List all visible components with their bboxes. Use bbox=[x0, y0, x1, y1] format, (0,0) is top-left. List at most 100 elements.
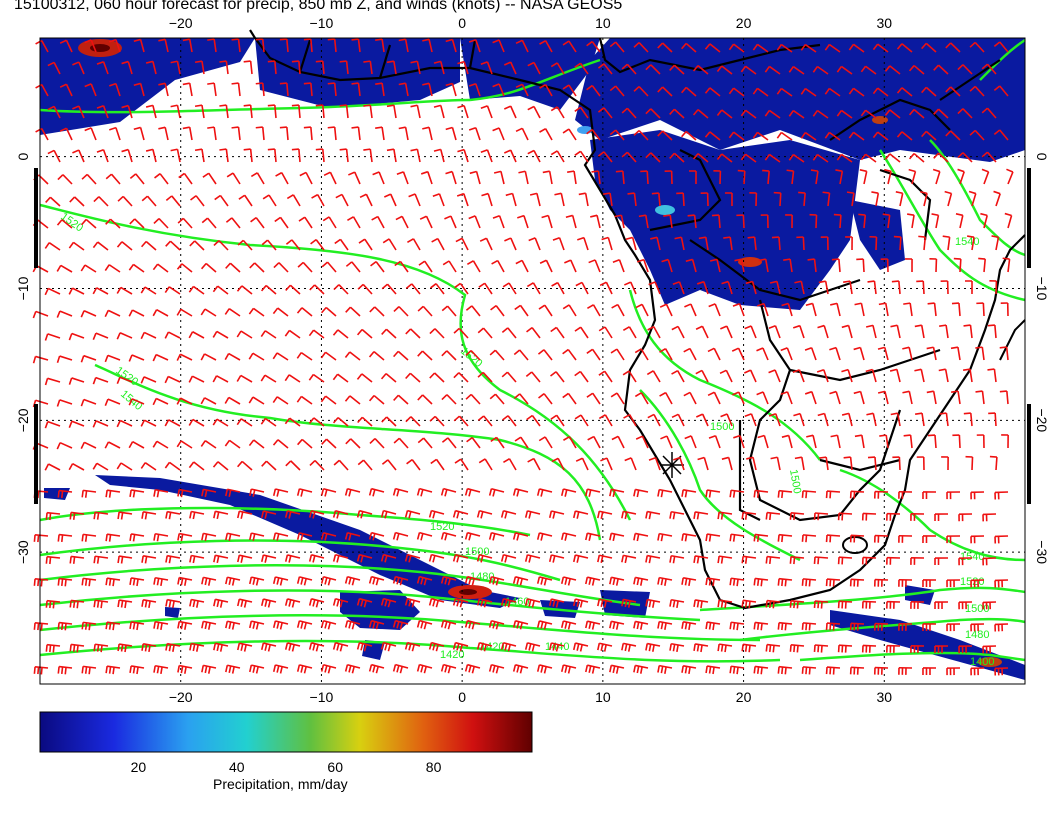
wind-barb bbox=[384, 193, 397, 207]
wind-barb bbox=[416, 663, 433, 674]
wind-barb bbox=[468, 215, 481, 229]
wind-barb bbox=[260, 510, 277, 519]
wind-barb bbox=[942, 235, 951, 251]
wind-barb bbox=[416, 619, 433, 630]
wind-barb bbox=[907, 213, 915, 229]
wind-barb bbox=[896, 43, 913, 53]
wind-barb bbox=[274, 216, 289, 229]
wind-barb bbox=[669, 152, 685, 163]
wind-barb bbox=[741, 511, 757, 520]
wind-barb bbox=[489, 393, 505, 405]
wind-barb bbox=[693, 599, 709, 609]
wind-barb bbox=[893, 235, 902, 251]
wind-barb bbox=[713, 169, 722, 185]
wind-barb bbox=[129, 621, 145, 631]
wind-barb bbox=[105, 665, 121, 675]
wind-barb bbox=[598, 326, 613, 339]
wind-barb bbox=[574, 62, 589, 75]
wind-barb bbox=[68, 332, 85, 341]
wind-barb bbox=[207, 82, 217, 97]
wind-barb bbox=[489, 349, 505, 361]
wind-barb bbox=[621, 107, 637, 119]
wind-barb bbox=[45, 196, 61, 207]
wind-barb bbox=[993, 85, 1009, 97]
wind-barb bbox=[332, 329, 349, 339]
wind-barb bbox=[829, 390, 841, 405]
wind-barb bbox=[466, 260, 481, 273]
wind-barb bbox=[327, 126, 337, 141]
wind-barb bbox=[621, 642, 637, 652]
wind-barb bbox=[705, 533, 721, 542]
wind-barb bbox=[916, 280, 925, 295]
wind-barb bbox=[165, 240, 181, 251]
wind-barb bbox=[321, 438, 337, 449]
wind-barb bbox=[260, 642, 277, 652]
wind-barb bbox=[550, 326, 565, 339]
wind-barb bbox=[273, 262, 289, 273]
wind-barb bbox=[645, 64, 661, 75]
wind-barb bbox=[963, 412, 973, 427]
wind-barb bbox=[109, 126, 121, 141]
wind-barb bbox=[812, 65, 829, 75]
wind-barb bbox=[56, 399, 73, 407]
wind-barb bbox=[237, 642, 253, 652]
wind-barb bbox=[121, 148, 133, 163]
wind-barb bbox=[600, 457, 613, 471]
wind-barb bbox=[910, 557, 925, 565]
wind-barb bbox=[539, 83, 553, 97]
wind-barb bbox=[524, 598, 541, 608]
wind-barb bbox=[133, 82, 145, 97]
wind-barb bbox=[777, 621, 793, 631]
wind-barb bbox=[721, 280, 733, 295]
wind-barb bbox=[454, 458, 469, 471]
wind-barb bbox=[129, 577, 145, 587]
wind-barb bbox=[35, 83, 49, 97]
wind-barb bbox=[752, 131, 769, 141]
wind-barb bbox=[45, 555, 61, 565]
wind-barb bbox=[753, 489, 769, 498]
wind-barb bbox=[170, 104, 181, 119]
wind-barb bbox=[129, 533, 145, 542]
wind-barb bbox=[825, 666, 841, 675]
wind-barb bbox=[921, 86, 937, 97]
wind-barb bbox=[634, 392, 649, 405]
wind-barb bbox=[527, 457, 541, 471]
wind-barb bbox=[536, 576, 553, 586]
wind-barb bbox=[563, 436, 577, 449]
wind-barb bbox=[958, 513, 973, 522]
wind-barb bbox=[224, 352, 241, 361]
wind-barb bbox=[785, 214, 793, 229]
wind-barb bbox=[989, 279, 998, 295]
wind-barb bbox=[869, 235, 878, 251]
wind-barb bbox=[743, 369, 757, 383]
wind-barb bbox=[320, 664, 337, 674]
wind-barb bbox=[717, 555, 733, 564]
wind-barb bbox=[321, 261, 337, 273]
wind-barb bbox=[80, 398, 97, 407]
wind-barb bbox=[356, 328, 373, 339]
wind-barb bbox=[837, 600, 853, 609]
wind-barb bbox=[81, 577, 97, 587]
wind-barb bbox=[867, 456, 877, 471]
wind-barb bbox=[272, 352, 289, 361]
wind-barb bbox=[351, 38, 361, 53]
wind-barb bbox=[272, 576, 289, 586]
wind-barb bbox=[729, 489, 745, 498]
wind-barb bbox=[238, 194, 253, 207]
wind-barb bbox=[44, 242, 61, 251]
wind-barb bbox=[356, 553, 373, 563]
wind-barb bbox=[830, 434, 841, 449]
wind-barb bbox=[188, 331, 205, 339]
wind-barb bbox=[657, 86, 673, 97]
wind-barb bbox=[657, 488, 673, 498]
wind-barb bbox=[69, 196, 85, 207]
wind-barb bbox=[236, 285, 253, 295]
wind-barb bbox=[695, 369, 709, 383]
wind-barb bbox=[527, 105, 541, 119]
wind-barb bbox=[308, 373, 325, 383]
wind-barb bbox=[525, 371, 541, 383]
wind-barb bbox=[375, 126, 385, 141]
wind-barb bbox=[660, 435, 673, 449]
wind-barb bbox=[822, 191, 831, 207]
wind-barb bbox=[539, 259, 553, 273]
